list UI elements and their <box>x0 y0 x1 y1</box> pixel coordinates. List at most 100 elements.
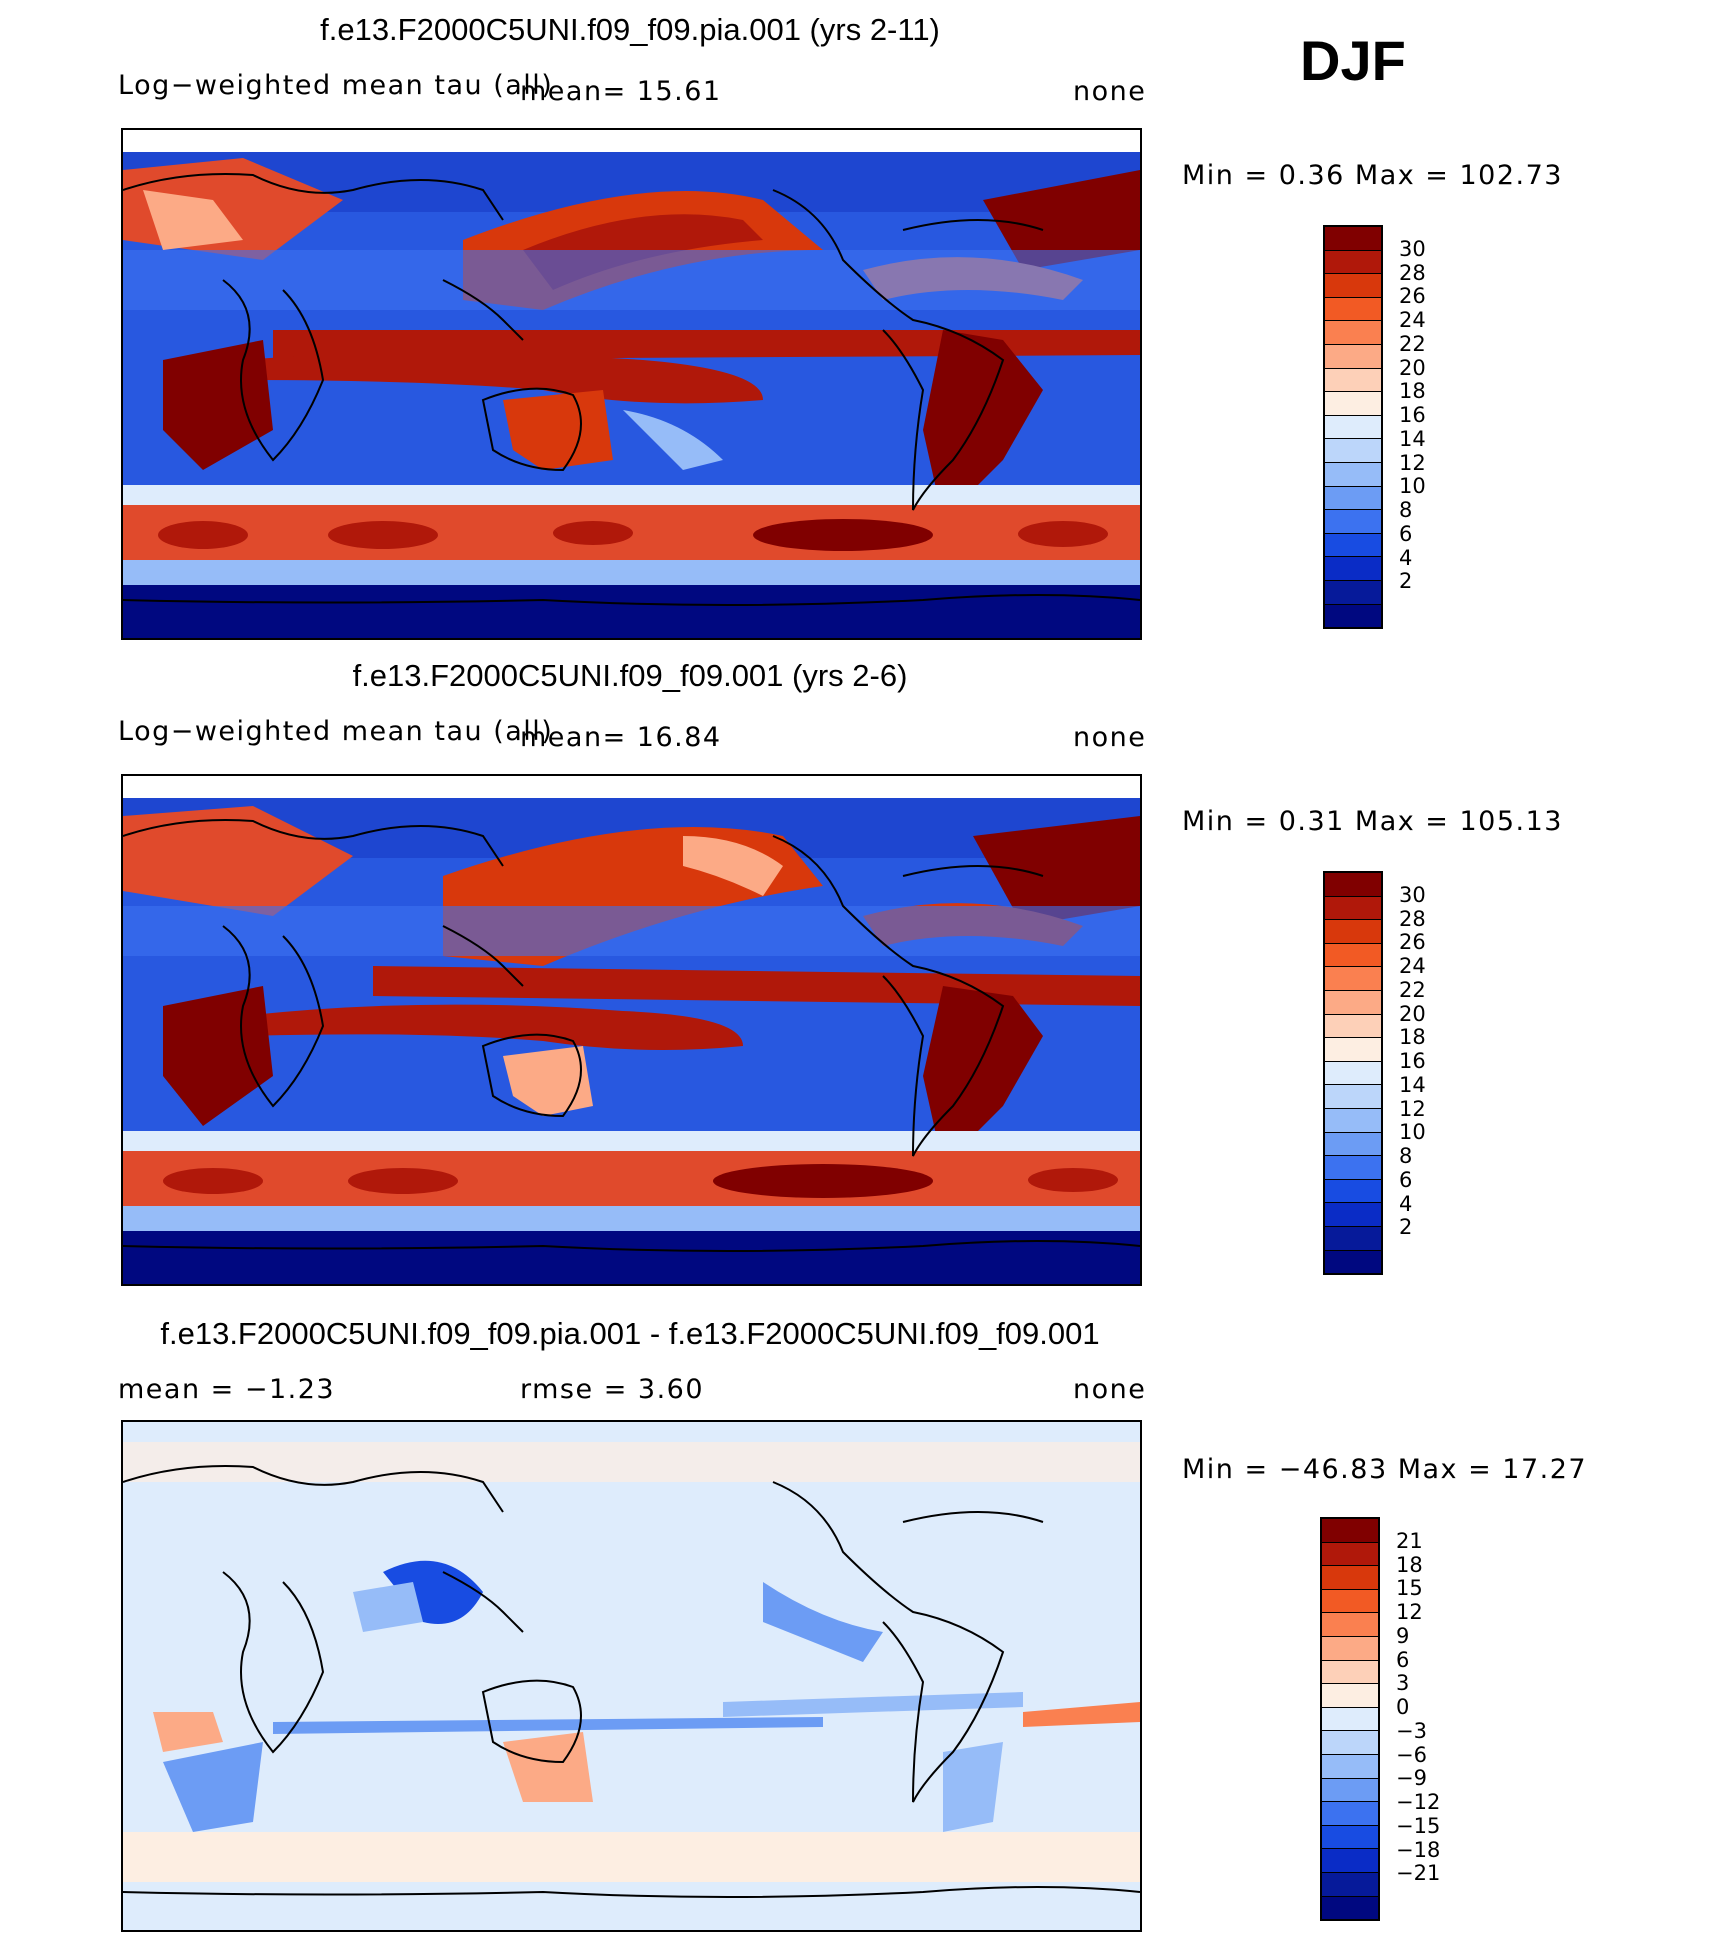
panel-1-min-max: Min = 0.36 Max = 102.73 <box>1182 160 1563 191</box>
panel-2-min-max: Min = 0.31 Max = 105.13 <box>1182 806 1563 837</box>
colorbar-tick-label: 2 <box>1399 1215 1413 1240</box>
colorbar-tick-label: 3 <box>1396 1671 1410 1696</box>
colorbar-swatch <box>1325 1202 1381 1226</box>
colorbar-tick-label: 28 <box>1399 906 1426 931</box>
panel-3-colorbar <box>1320 1517 1380 1921</box>
colorbar-swatch <box>1325 895 1381 920</box>
colorbar-swatch <box>1325 1178 1381 1203</box>
colorbar-swatch <box>1325 1037 1381 1061</box>
colorbar-swatch <box>1325 509 1381 533</box>
panel-3-rmse-label: rmse = 3.60 <box>520 1374 705 1405</box>
colorbar-swatch <box>1322 1565 1378 1589</box>
colorbar-tick-label: 18 <box>1396 1552 1423 1577</box>
colorbar-swatch <box>1322 1519 1378 1542</box>
colorbar-swatch <box>1325 1107 1381 1132</box>
colorbar-tick-label: 6 <box>1399 1167 1413 1192</box>
panel-3-mean-label: mean = −1.23 <box>118 1374 336 1405</box>
colorbar-tick-label: 10 <box>1399 474 1426 499</box>
panel-1-map <box>121 128 1142 640</box>
colorbar-swatch <box>1325 227 1381 250</box>
panel-3-colorbar-labels: 21 18 15 12 9 6 3 0 −3 −6 −9 −12 −15 −18 −21 <box>1396 1517 1466 1921</box>
colorbar-tick-label: 16 <box>1399 403 1426 428</box>
colorbar-tick-label: 2 <box>1399 569 1413 594</box>
colorbar-tick-label: 4 <box>1399 1191 1413 1216</box>
panel-1-variable-label: Log−weighted mean tau (all) <box>118 70 554 101</box>
colorbar-tick-label: 10 <box>1399 1120 1426 1145</box>
colorbar-swatch <box>1325 414 1381 439</box>
colorbar-swatch <box>1325 461 1381 486</box>
panel-3-min-max: Min = −46.83 Max = 17.27 <box>1182 1454 1588 1485</box>
colorbar-swatch <box>1325 942 1381 967</box>
panel-1-mean-label: mean= 15.61 <box>520 76 722 107</box>
colorbar-swatch <box>1325 873 1381 896</box>
colorbar-swatch <box>1325 603 1381 628</box>
colorbar-tick-label: 14 <box>1399 1072 1426 1097</box>
colorbar-tick-label: 24 <box>1399 954 1426 979</box>
colorbar-tick-label: −6 <box>1396 1742 1427 1767</box>
colorbar-tick-label: 6 <box>1399 521 1413 546</box>
panel-1-colorbar <box>1323 225 1383 629</box>
colorbar-tick-label: 12 <box>1399 450 1426 475</box>
colorbar-tick-label: −12 <box>1396 1790 1441 1815</box>
panel-2-mean-label: mean= 16.84 <box>520 722 722 753</box>
colorbar-swatch <box>1325 1155 1381 1179</box>
colorbar-swatch <box>1322 1588 1378 1613</box>
colorbar-swatch <box>1325 1013 1381 1038</box>
colorbar-swatch <box>1325 320 1381 344</box>
colorbar-tick-label: 24 <box>1399 308 1426 333</box>
colorbar-swatch <box>1322 1541 1378 1566</box>
colorbar-swatch <box>1322 1706 1378 1731</box>
colorbar-swatch <box>1325 579 1381 604</box>
colorbar-tick-label: 22 <box>1399 977 1426 1002</box>
panel-1-title: f.e13.F2000C5UNI.f09_f09.pia.001 (yrs 2-… <box>320 12 940 47</box>
colorbar-tick-label: 12 <box>1396 1600 1423 1625</box>
colorbar-tick-label: 18 <box>1399 1025 1426 1050</box>
colorbar-swatch <box>1325 343 1381 368</box>
colorbar-tick-label: 15 <box>1396 1576 1423 1601</box>
panel-2-colorbar-labels: 30 28 26 24 22 20 18 16 14 12 10 8 6 4 2 <box>1399 871 1459 1275</box>
colorbar-swatch <box>1322 1612 1378 1636</box>
panel-2-colorbar <box>1323 871 1383 1275</box>
colorbar-swatch <box>1325 1225 1381 1250</box>
colorbar-swatch <box>1325 438 1381 462</box>
colorbar-swatch <box>1325 1060 1381 1085</box>
panel-2-units-label: none <box>1073 722 1147 753</box>
colorbar-swatch <box>1322 1871 1378 1896</box>
panel-1-units-label: none <box>1073 76 1147 107</box>
colorbar-tick-label: −9 <box>1396 1766 1427 1791</box>
colorbar-tick-label: −21 <box>1396 1861 1441 1886</box>
colorbar-swatch <box>1322 1777 1378 1802</box>
colorbar-swatch <box>1325 367 1381 392</box>
colorbar-tick-label: 20 <box>1399 355 1426 380</box>
colorbar-tick-label: 20 <box>1399 1001 1426 1026</box>
colorbar-tick-label: 26 <box>1399 930 1426 955</box>
panel-1-colorbar-labels: 30 28 26 24 22 20 18 16 14 12 10 8 6 4 2 <box>1399 225 1459 629</box>
colorbar-tick-label: 12 <box>1399 1096 1426 1121</box>
colorbar-swatch <box>1322 1801 1378 1825</box>
colorbar-tick-label: 9 <box>1396 1623 1410 1648</box>
colorbar-tick-label: 4 <box>1399 545 1413 570</box>
colorbar-tick-label: 30 <box>1399 882 1426 907</box>
colorbar-swatch <box>1325 249 1381 274</box>
colorbar-tick-label: 8 <box>1399 1144 1413 1169</box>
colorbar-swatch <box>1325 556 1381 580</box>
colorbar-tick-label: 21 <box>1396 1528 1423 1553</box>
colorbar-swatch <box>1322 1683 1378 1707</box>
colorbar-swatch <box>1322 1635 1378 1660</box>
colorbar-tick-label: 22 <box>1399 331 1426 356</box>
colorbar-swatch <box>1325 989 1381 1014</box>
colorbar-tick-label: 26 <box>1399 284 1426 309</box>
panel-2-map <box>121 774 1142 1286</box>
colorbar-swatch <box>1325 391 1381 415</box>
season-label: DJF <box>1300 29 1406 92</box>
colorbar-swatch <box>1325 1084 1381 1108</box>
colorbar-swatch <box>1325 1249 1381 1274</box>
colorbar-swatch <box>1325 296 1381 321</box>
panel-3-units-label: none <box>1073 1374 1147 1405</box>
colorbar-swatch <box>1322 1753 1378 1778</box>
colorbar-swatch <box>1322 1895 1378 1920</box>
colorbar-tick-label: 0 <box>1396 1695 1410 1720</box>
colorbar-tick-label: 28 <box>1399 260 1426 285</box>
colorbar-swatch <box>1325 966 1381 990</box>
colorbar-swatch <box>1322 1659 1378 1684</box>
